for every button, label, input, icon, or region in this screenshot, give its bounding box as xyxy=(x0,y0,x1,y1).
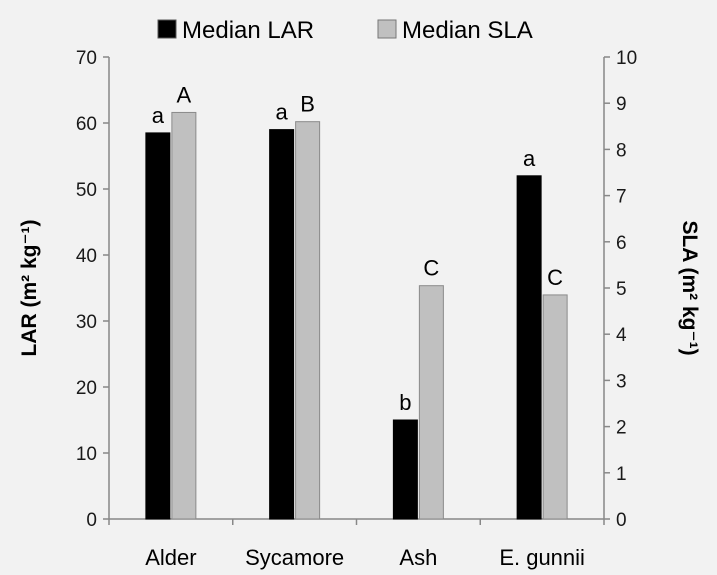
y-right-tick-label: 0 xyxy=(616,510,627,531)
x-tick-label: Ash xyxy=(399,545,437,570)
y-left-tick-label: 10 xyxy=(76,444,97,465)
y-left-axis-title: LAR (m² kg⁻¹) xyxy=(18,219,41,356)
significance-label: a xyxy=(523,146,536,171)
y-right-tick-label: 10 xyxy=(616,48,637,69)
bar-lar xyxy=(516,175,542,520)
y-right-tick-label: 1 xyxy=(616,464,627,485)
axes: 0 10 20 30 40 50 60 70 0 1 2 3 4 5 6 7 8 9 10 Alder Sycamore… xyxy=(76,48,637,570)
legend-label-lar: Median LAR xyxy=(182,17,314,44)
y-left-tick-label: 60 xyxy=(76,114,97,135)
bar-sla xyxy=(542,294,568,520)
significance-label: C xyxy=(423,256,439,281)
significance-label: a xyxy=(152,103,165,128)
y-right-tick-label: 4 xyxy=(616,325,627,346)
legend-label-sla: Median SLA xyxy=(402,17,533,44)
y-right-tick-label: 3 xyxy=(616,371,627,392)
bar-sla xyxy=(171,111,197,520)
y-right-tick-label: 8 xyxy=(616,140,627,161)
bars xyxy=(145,111,568,520)
y-right-tick-label: 9 xyxy=(616,94,627,115)
legend-swatch-sla xyxy=(377,19,397,39)
significance-label: B xyxy=(300,92,315,117)
y-right-tick-label: 7 xyxy=(616,187,627,208)
significance-label: a xyxy=(276,100,289,125)
bar-lar xyxy=(145,132,171,520)
y-right-tick-label: 6 xyxy=(616,233,627,254)
y-right-tick-label: 5 xyxy=(616,279,627,300)
y-right-tick-label: 2 xyxy=(616,418,627,439)
y-left-tick-label: 50 xyxy=(76,180,97,201)
significance-label: C xyxy=(547,265,563,290)
legend-swatch-lar xyxy=(157,19,177,39)
y-left-tick-label: 40 xyxy=(76,246,97,267)
significance-label: A xyxy=(177,82,192,107)
y-right-axis-title: SLA (m² kg⁻¹) xyxy=(678,220,701,355)
x-tick-label: Alder xyxy=(145,545,196,570)
y-left-tick-label: 70 xyxy=(76,48,97,69)
bar-sla xyxy=(418,285,444,520)
bar-lar xyxy=(269,129,295,520)
bar-sla xyxy=(295,121,321,520)
y-left-tick-label: 0 xyxy=(86,510,97,531)
bar-lar xyxy=(392,419,418,520)
significance-label: b xyxy=(399,390,411,415)
y-left-tick-label: 30 xyxy=(76,312,97,333)
x-tick-label: Sycamore xyxy=(245,545,344,570)
legend: Median LAR Median SLA xyxy=(157,17,533,44)
x-tick-label: E. gunnii xyxy=(499,545,585,570)
y-left-tick-label: 20 xyxy=(76,378,97,399)
